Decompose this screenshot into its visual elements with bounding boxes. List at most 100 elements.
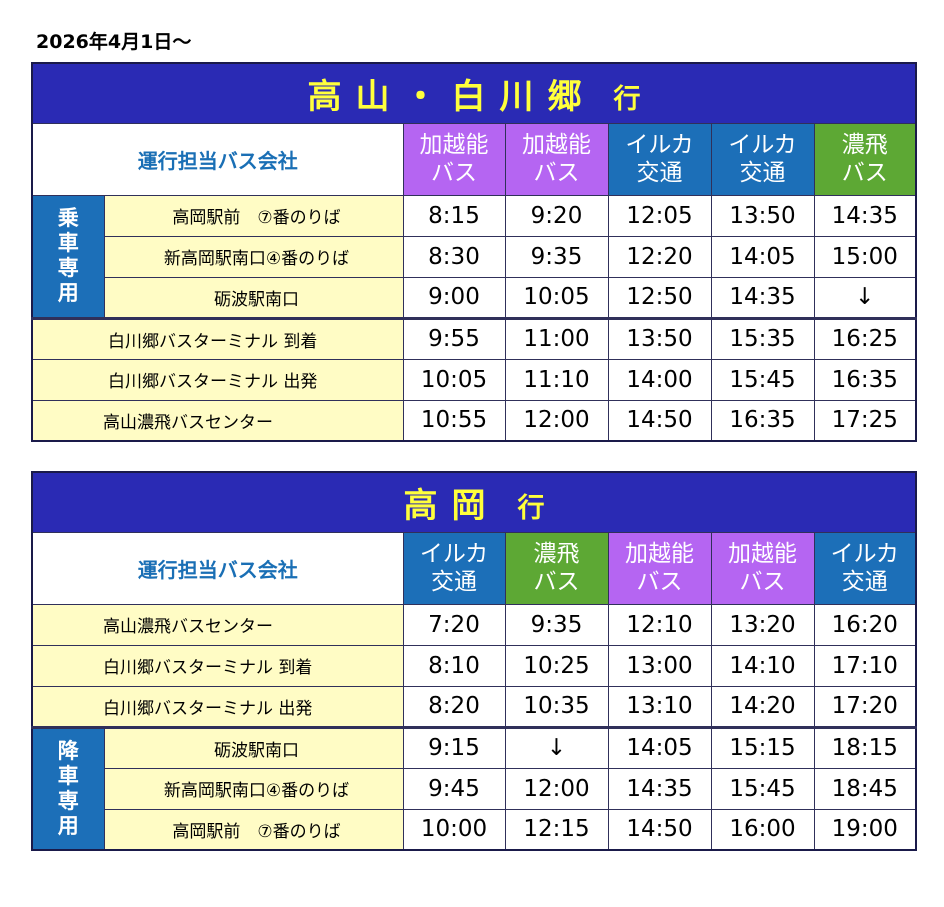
company-iruka-kotsu: イルカ 交通 — [813, 531, 917, 605]
company-nohi-bus: 濃飛 バス — [813, 122, 917, 196]
stop-name: 白川郷バスターミナル 到着 — [31, 316, 404, 360]
stop-name: 高岡駅前 ⑦番のりば — [103, 194, 404, 237]
departure-time: 18:45 — [813, 767, 917, 810]
title-destination: 高山・白川郷 — [307, 76, 596, 117]
departure-time: 12:20 — [607, 235, 712, 278]
departure-time: 16:35 — [710, 399, 815, 442]
departure-time: 15:15 — [710, 725, 815, 769]
departure-time: 14:35 — [710, 276, 815, 319]
table-row: 白川郷バスターミナル 出発 8:20 10:35 13:10 14:20 17:… — [31, 685, 917, 728]
departure-time: 14:10 — [710, 644, 815, 687]
departure-time: 14:35 — [607, 767, 712, 810]
stop-name: 新高岡駅南口④番のりば — [103, 767, 404, 810]
departure-time: 13:00 — [607, 644, 712, 687]
departure-time: 9:35 — [504, 235, 609, 278]
departure-time: 9:15 — [402, 725, 506, 769]
table-row: 白川郷バスターミナル 出発 10:05 11:10 14:00 15:45 16… — [31, 358, 917, 401]
departure-time: 9:55 — [402, 316, 506, 360]
title-suffix: 行 — [613, 83, 641, 115]
table-row: 新高岡駅南口④番のりば 9:45 12:00 14:35 15:45 18:45 — [32, 767, 917, 810]
company-header: 運行担当バス会社 — [31, 122, 404, 196]
departure-time: 10:05 — [504, 276, 609, 319]
departure-time: 13:50 — [607, 316, 712, 360]
departure-time: 12:00 — [504, 767, 609, 810]
stop-name: 高山濃飛バスセンター — [31, 603, 404, 646]
table-row: 降車専用 砺波駅南口 9:15 ↓ 14:05 15:15 18:15 — [31, 725, 917, 851]
departure-time: 14:35 — [813, 194, 917, 237]
stop-name: 白川郷バスターミナル 到着 — [31, 644, 404, 687]
stop-name: 砺波駅南口 — [103, 276, 404, 319]
table-row: 砺波駅南口 9:00 10:05 12:50 14:35 ↓ — [32, 276, 917, 319]
stop-name: 砺波駅南口 — [103, 725, 404, 769]
table-row: 高山濃飛バスセンター 10:55 12:00 14:50 16:35 17:25 — [31, 399, 917, 442]
departure-time: 17:25 — [813, 399, 917, 442]
timetable-takayama-shirakawago: 高山・白川郷行 運行担当バス会社 加越能 バス 加越能 バス イルカ 交通 イルカ 交通… — [31, 62, 918, 442]
company-iruka-kotsu: イルカ 交通 — [607, 122, 712, 196]
departure-time: 12:05 — [607, 194, 712, 237]
departure-time: 13:20 — [710, 603, 815, 646]
timetable-takaoka: 高岡行 運行担当バス会社 イルカ 交通 濃飛 バス 加越能 バス 加越能 バス イルカ交… — [31, 471, 918, 851]
stop-name: 新高岡駅南口④番のりば — [103, 235, 404, 278]
departure-time: 9:35 — [504, 603, 609, 646]
departure-time: 16:20 — [813, 603, 917, 646]
departure-time: 14:50 — [607, 399, 712, 442]
company-kaetsuno-bus: 加越能 バス — [504, 122, 609, 196]
departure-time: 17:20 — [813, 685, 917, 728]
departure-time: 12:50 — [607, 276, 712, 319]
pass-through-arrow: ↓ — [504, 725, 609, 769]
departure-time: 17:10 — [813, 644, 917, 687]
company-iruka-kotsu: イルカ 交通 — [402, 531, 506, 605]
departure-time: 15:45 — [710, 767, 815, 810]
departure-time: 9:00 — [402, 276, 506, 319]
departure-time: 12:10 — [607, 603, 712, 646]
departure-time: 15:35 — [710, 316, 815, 360]
pass-through-arrow: ↓ — [813, 276, 917, 319]
departure-time: 8:30 — [402, 235, 506, 278]
departure-time: 13:50 — [710, 194, 815, 237]
stop-name: 高山濃飛バスセンター — [31, 399, 404, 442]
departure-time: 18:15 — [813, 725, 917, 769]
departure-time: 15:00 — [813, 235, 917, 278]
departure-time: 14:50 — [607, 808, 712, 851]
title-destination: 高岡 — [403, 485, 500, 526]
title-suffix: 行 — [517, 492, 545, 524]
table-row: 高岡駅前 ⑦番のりば 10:00 12:15 14:50 16:00 19:00 — [32, 808, 917, 851]
departure-time: 14:05 — [710, 235, 815, 278]
table-row: 白川郷バスターミナル 到着 9:55 11:00 13:50 15:35 16:… — [31, 316, 917, 360]
timetable-title: 高岡行 — [31, 471, 917, 533]
departure-time: 11:00 — [504, 316, 609, 360]
departure-time: 15:45 — [710, 358, 815, 401]
table-row: 白川郷バスターミナル 到着 8:10 10:25 13:00 14:10 17:… — [31, 644, 917, 687]
departure-time: 10:55 — [402, 399, 506, 442]
departure-time: 14:20 — [710, 685, 815, 728]
departure-time: 10:35 — [504, 685, 609, 728]
departure-time: 16:25 — [813, 316, 917, 360]
departure-time: 14:00 — [607, 358, 712, 401]
table-row: 新高岡駅南口④番のりば 8:30 9:35 12:20 14:05 15:00 — [32, 235, 917, 278]
departure-time: 12:15 — [504, 808, 609, 851]
departure-time: 10:25 — [504, 644, 609, 687]
company-iruka-kotsu: イルカ 交通 — [710, 122, 815, 196]
departure-time: 8:15 — [402, 194, 506, 237]
departure-time: 16:35 — [813, 358, 917, 401]
company-kaetsuno-bus: 加越能 バス — [607, 531, 712, 605]
departure-time: 9:20 — [504, 194, 609, 237]
effective-date: 2026年4月1日～ — [36, 31, 192, 53]
table-row: 高山濃飛バスセンター 7:20 9:35 12:10 13:20 16:20 — [31, 603, 917, 646]
departure-time: 13:10 — [607, 685, 712, 728]
company-kaetsuno-bus: 加越能 バス — [402, 122, 506, 196]
alighting-only-label: 降車専用 — [31, 725, 105, 851]
departure-time: 7:20 — [402, 603, 506, 646]
departure-time: 16:00 — [710, 808, 815, 851]
table-row: 乗車専用 高岡駅前 ⑦番のりば 8:15 9:20 12:05 13:50 14… — [31, 194, 917, 319]
departure-time: 11:10 — [504, 358, 609, 401]
stop-name: 白川郷バスターミナル 出発 — [31, 685, 404, 728]
departure-time: 19:00 — [813, 808, 917, 851]
departure-time: 10:00 — [402, 808, 506, 851]
departure-time: 8:10 — [402, 644, 506, 687]
departure-time: 10:05 — [402, 358, 506, 401]
departure-time: 14:05 — [607, 725, 712, 769]
company-nohi-bus: 濃飛 バス — [504, 531, 609, 605]
stop-name: 高岡駅前 ⑦番のりば — [103, 808, 404, 851]
boarding-only-label: 乗車専用 — [31, 194, 105, 319]
